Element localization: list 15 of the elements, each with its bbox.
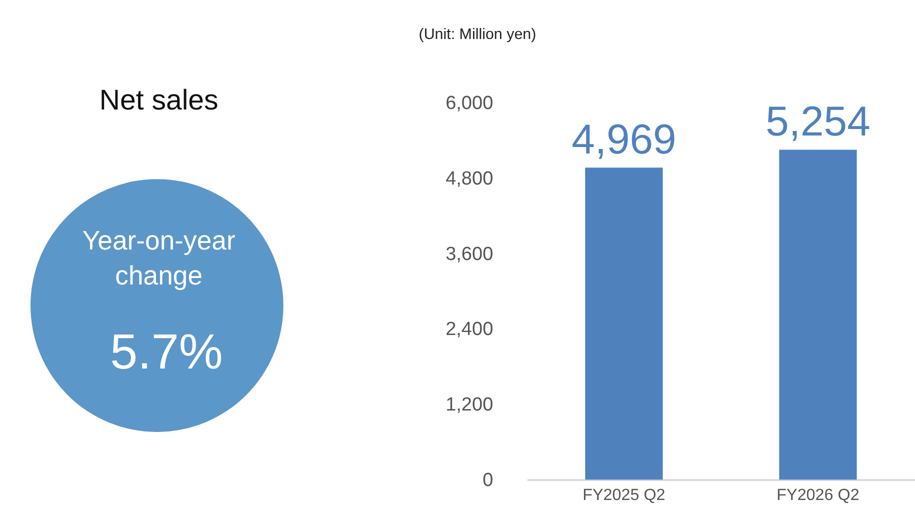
x-tick-label: FY2025 Q2 — [582, 486, 666, 504]
x-tick-label: FY2026 Q2 — [776, 486, 860, 504]
y-tick-label: 4,800 — [446, 168, 494, 190]
text: Year-on-year — [82, 225, 236, 256]
y-tick-label: 2,400 — [446, 319, 494, 340]
text: change — [115, 260, 203, 291]
y-tick-label: 1,200 — [446, 394, 494, 416]
data-label: 4,969 — [572, 115, 676, 162]
text: (Unit: Million yen) — [418, 26, 536, 44]
text: 5.7% — [110, 324, 223, 380]
y-tick-label: 6,000 — [446, 93, 494, 114]
text: Net sales — [99, 84, 218, 117]
y-tick-label: 0 — [482, 470, 494, 491]
y-tick-label: 3,600 — [446, 244, 494, 265]
data-label: 5,254 — [766, 98, 870, 145]
